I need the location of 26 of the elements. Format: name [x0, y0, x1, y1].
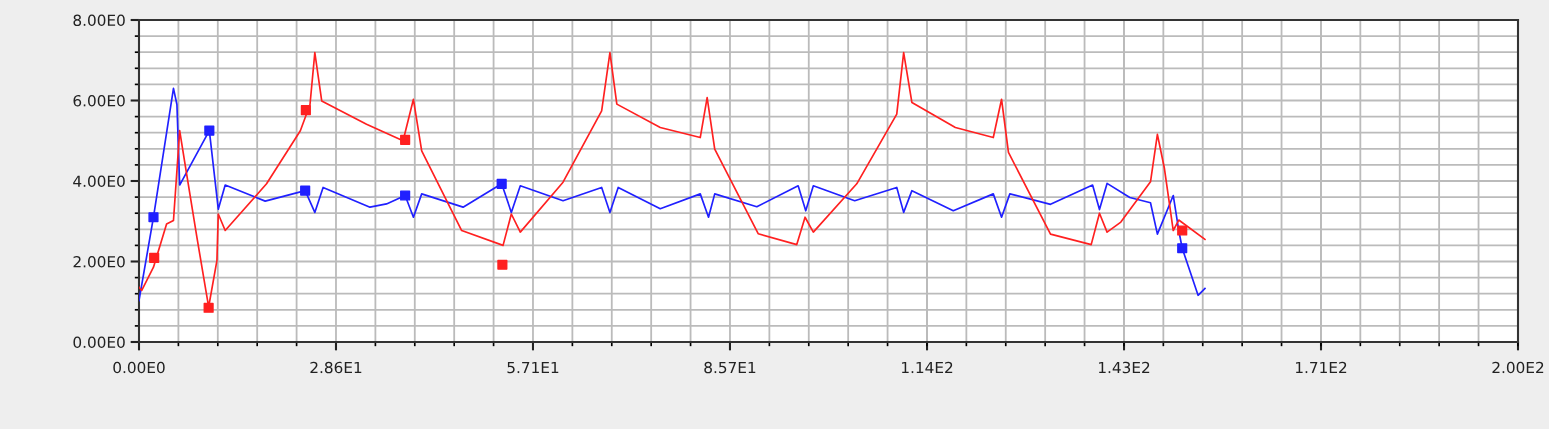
point	[204, 125, 215, 136]
point	[300, 105, 311, 116]
y-tick-label: 4.00E0	[73, 175, 125, 188]
point	[300, 185, 311, 196]
point	[148, 212, 159, 223]
y-tick-label: 8.00E0	[73, 14, 125, 27]
x-tick-label: 1.43E2	[1099, 361, 1150, 374]
x-tick-label: 2.86E1	[310, 361, 362, 374]
point	[149, 252, 160, 263]
point	[496, 178, 507, 189]
x-tick-label: 8.57E1	[704, 361, 756, 374]
y-tick-label: 0.00E0	[73, 336, 125, 349]
x-tick-label: 0.00E0	[113, 361, 165, 374]
y-tick-label: 6.00E0	[73, 94, 125, 107]
y-tick-label: 2.00E0	[73, 255, 125, 268]
point	[203, 302, 214, 313]
point	[1177, 243, 1188, 254]
point	[497, 259, 508, 270]
x-tick-label: 5.71E1	[507, 361, 559, 374]
x-tick-label: 2.00E2	[1492, 361, 1544, 374]
x-tick-label: 1.14E2	[902, 361, 953, 374]
x-tick-label: 1.71E2	[1295, 361, 1347, 374]
point	[400, 190, 411, 201]
line-series	[139, 87, 1206, 302]
point	[1177, 225, 1188, 236]
point	[400, 134, 411, 146]
